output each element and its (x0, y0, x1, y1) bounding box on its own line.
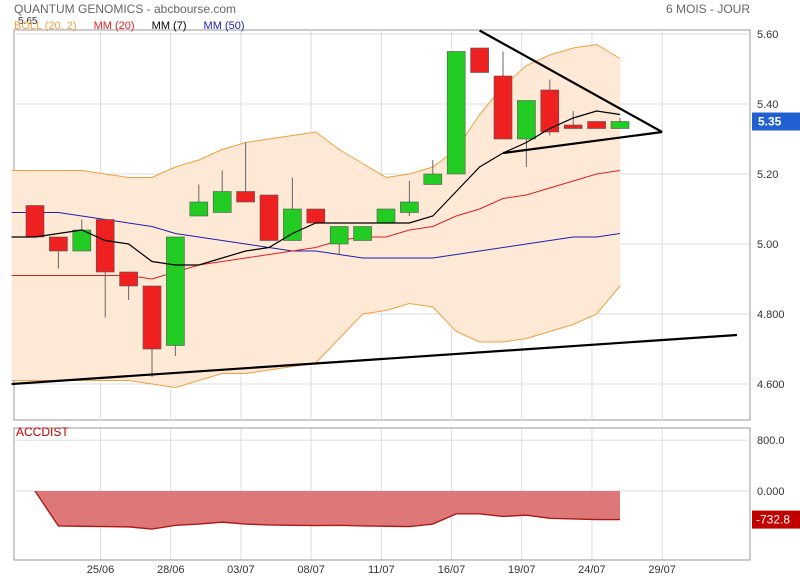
trendline (479, 29, 663, 133)
candle-body (423, 173, 443, 185)
candle-body (25, 205, 45, 238)
candle-body (329, 226, 349, 245)
accdist-last-label: -732.8 (756, 513, 790, 527)
candle-body (259, 194, 279, 241)
accdist-area (35, 491, 620, 530)
x-tick-label: 08/07 (297, 564, 325, 576)
x-tick-label: 11/07 (368, 564, 395, 576)
trendline (502, 130, 663, 155)
candle-body (493, 75, 513, 140)
accdist-badge (752, 510, 800, 529)
y-tick-label: 4.600 (757, 379, 785, 391)
candle-body (189, 201, 209, 217)
accdist-line (34, 490, 620, 530)
indicator-panel (13, 427, 751, 561)
candle-body (283, 208, 302, 241)
candle-body (212, 191, 232, 213)
candle-body (610, 121, 630, 129)
candle-body (587, 121, 606, 129)
candle-body (49, 236, 68, 252)
candle-body (166, 236, 185, 346)
x-tick-label: 19/07 (508, 564, 536, 576)
candle-body (517, 100, 536, 140)
x-tick-label: 16/07 (438, 564, 466, 576)
candle-body (563, 124, 583, 129)
y-tick-label: 5.00 (757, 239, 778, 251)
candle-body (470, 47, 489, 73)
indicator-title: ACCDIST (16, 425, 69, 439)
y-tick-label: 5.60 (757, 29, 778, 41)
candle-body (142, 285, 162, 350)
x-tick-label: 29/07 (648, 564, 676, 576)
bollinger-upper (11, 43, 621, 179)
mm20-line (11, 170, 621, 280)
period-label: 6 MOIS - JOUR (665, 2, 750, 16)
candle-body (540, 89, 560, 133)
candle-body (95, 219, 115, 273)
legend-mm50: MM (50) (203, 20, 245, 32)
legend-mm20: MM (20) (93, 20, 135, 32)
indicator-tick: 0.000 (757, 486, 785, 498)
y-tick-label: 4.800 (757, 309, 785, 321)
candle-body (119, 271, 138, 287)
chart-title: QUANTUM GENOMICS - abcbourse.com (14, 2, 237, 16)
legend-mm7: MM (7) (151, 20, 187, 32)
y-tick-label: 5.40 (757, 99, 778, 111)
legend-boll: BOLL (20, 2) (14, 20, 77, 32)
legend: BOLL (20, 2) MM (20) MM (7) MM (50) (14, 20, 259, 32)
x-tick-label: 24/07 (578, 564, 606, 576)
last-price-label: 5.35 (758, 115, 782, 129)
x-tick-label: 25/06 (87, 564, 115, 576)
candle-body (446, 51, 466, 175)
x-tick-label: 28/06 (157, 564, 185, 576)
cut-label: 5.65 (18, 16, 38, 27)
y-tick-label: 5.20 (757, 169, 778, 181)
candle-body (400, 201, 419, 213)
candle-body (236, 191, 255, 203)
x-tick-label: 03/07 (227, 564, 255, 576)
candle-body (353, 226, 372, 241)
last-price-badge (752, 112, 800, 131)
trendline (11, 333, 738, 386)
candle-body (376, 208, 396, 224)
mm7-line (11, 110, 621, 266)
indicator-tick: 800.0 (757, 435, 785, 447)
candle-body (306, 208, 326, 224)
